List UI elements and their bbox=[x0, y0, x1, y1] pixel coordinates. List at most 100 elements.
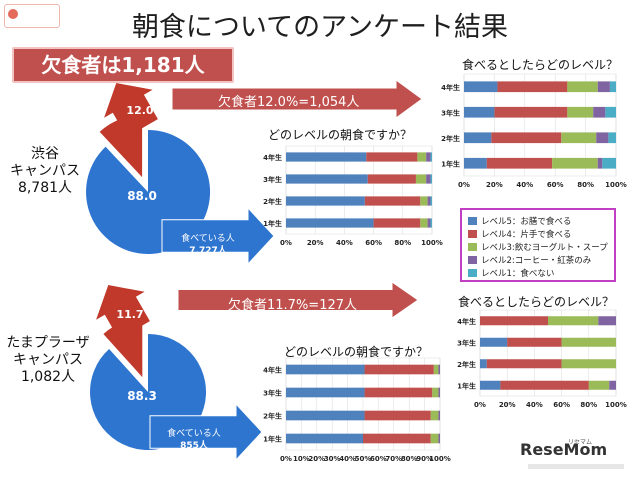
eat-count: 855人 bbox=[180, 441, 208, 451]
chart-shibuya-hypo-bar-l3 bbox=[567, 106, 594, 118]
chart-tama-actual-bar-l3 bbox=[430, 433, 439, 444]
legend-label: レベル5：お膳で食べる bbox=[481, 216, 572, 227]
slice-label-tama: 11.7 bbox=[116, 308, 143, 321]
pie-tama-slice-small bbox=[103, 319, 143, 378]
chart-shibuya-actual-bar-l4 bbox=[373, 218, 421, 228]
eat-arrow-text-tama: 食べている人 855人 bbox=[158, 428, 230, 452]
chart-shibuya-hypo-bar-l4 bbox=[486, 157, 553, 169]
chart-shibuya-hypo-bar-l4 bbox=[497, 81, 568, 93]
chart-shibuya-actual-xtick: 100% bbox=[421, 239, 443, 247]
chart-shibuya-hypo-xtick: 80% bbox=[577, 181, 594, 189]
chart-tama-actual-bar-l4 bbox=[364, 364, 434, 375]
eat-arrow-shibuya bbox=[161, 206, 275, 266]
legend-label: レベル3:飲むヨーグルト・スープ bbox=[481, 242, 608, 253]
chart-tama-hypo-bar-l2 bbox=[609, 380, 616, 390]
chart-tama-actual-xtick: 90% bbox=[416, 455, 433, 463]
chart-tama-actual-bar-l3 bbox=[432, 387, 439, 398]
legend-swatch bbox=[468, 255, 477, 264]
chart-shibuya-hypo-bar-l2 bbox=[596, 132, 609, 144]
chart-shibuya-actual-xtick: 40% bbox=[336, 239, 353, 247]
chart-tama-hypo-bar-l4 bbox=[500, 380, 589, 390]
chart-shibuya-actual-bar-l5 bbox=[286, 152, 367, 162]
legend-label: レベル2:コーヒー・紅茶のみ bbox=[481, 255, 592, 266]
chart-tama-hypo-bar-l4 bbox=[480, 316, 548, 326]
chart-tama-hypo-bar-l3 bbox=[548, 316, 599, 326]
chart-tama-actual-ytick: 4年生 bbox=[263, 366, 282, 375]
chart-title-shibuya-actual: どのレベルの朝食ですか？ bbox=[268, 128, 413, 142]
chart-tama-actual-bar-l4 bbox=[364, 387, 433, 398]
chart-shibuya-hypo-xtick: 40% bbox=[516, 181, 533, 189]
chart-tama-hypo-ytick: 4年生 bbox=[457, 317, 476, 326]
legend-label: レベル4：片手で食べる bbox=[481, 229, 572, 240]
chart-tama-actual-bar-l2 bbox=[438, 410, 440, 421]
chart-shibuya-hypo-ytick: 1年生 bbox=[441, 159, 460, 168]
chart-shibuya-actual-bar-l4 bbox=[366, 152, 418, 162]
legend: レベル5：お膳で食べる レベル4：片手で食べる レベル3:飲むヨーグルト・スープ… bbox=[460, 208, 616, 282]
campus-label-shibuya: 渋谷 キャンパス 8,781人 bbox=[2, 146, 88, 197]
chart-shibuya-hypo-xtick: 20% bbox=[486, 181, 503, 189]
chart-shibuya-actual-bar-l2 bbox=[426, 174, 431, 184]
chart-shibuya-hypo-bar-l3 bbox=[552, 157, 598, 169]
chart-tama-actual-bar-l5 bbox=[286, 433, 363, 444]
chart-tama-actual-xtick: 100% bbox=[429, 455, 451, 463]
chart-shibuya-hypo-bar-l2 bbox=[593, 106, 606, 118]
chart-tama-hypo-ytick: 1年生 bbox=[457, 381, 476, 390]
chart-shibuya-hypo-bar-l3 bbox=[561, 132, 597, 144]
chart-tama-actual-xtick: 10% bbox=[293, 455, 310, 463]
chart-shibuya-hypo-bar-l1 bbox=[609, 81, 616, 93]
chart-shibuya-actual-bar-l2 bbox=[427, 196, 431, 206]
eat-arrow-text-shibuya: 食べている人 7,727人 bbox=[172, 233, 244, 257]
legend-swatch bbox=[468, 242, 477, 251]
chart-tama-hypo-bar-l3 bbox=[561, 359, 616, 369]
chart-shibuya-actual-ytick: 2年生 bbox=[263, 197, 282, 206]
campus-name-line1: たまプラーザ bbox=[6, 335, 90, 351]
chart-tama-hypo-bar-l4 bbox=[486, 359, 562, 369]
chart-shibuya-hypo-bar-l5 bbox=[464, 81, 498, 93]
campus-name-line1: 渋谷 bbox=[31, 146, 59, 162]
chart-tama-actual-bar-l3 bbox=[430, 410, 439, 421]
chart-tama-actual-xtick: 0% bbox=[280, 455, 292, 463]
chart-shibuya-actual-bar-l1 bbox=[430, 196, 432, 206]
legend-item-l2: レベル2:コーヒー・紅茶のみ bbox=[468, 253, 608, 266]
chart-tama-actual-bar-l3 bbox=[433, 364, 439, 375]
chart-tama-actual-ytick: 1年生 bbox=[263, 435, 282, 444]
chart-shibuya-hypo-bar-l1 bbox=[605, 106, 616, 118]
legend-swatch bbox=[468, 268, 477, 277]
chart-tama-actual-bar-l4 bbox=[363, 433, 431, 444]
chart-shibuya-actual-ytick: 3年生 bbox=[263, 175, 282, 184]
chart-tama-hypo-bar-l2 bbox=[598, 316, 616, 326]
chart-tama-actual-xtick: 70% bbox=[385, 455, 402, 463]
chart-tama-hypo-xtick: 60% bbox=[553, 401, 570, 409]
chart-tama-actual-xtick: 20% bbox=[308, 455, 325, 463]
chart-shibuya-hypo-bar-l2 bbox=[597, 157, 603, 169]
campus-count: 1,082人 bbox=[20, 369, 76, 385]
source-line bbox=[528, 464, 624, 469]
chart-tama-actual-bar-l2 bbox=[438, 433, 440, 444]
skip-arrow-shibuya bbox=[171, 79, 423, 119]
chart-shibuya-actual-bar-l5 bbox=[286, 218, 374, 228]
chart-shibuya-actual-ytick: 4年生 bbox=[263, 153, 282, 162]
chart-shibuya-hypo-bar-l3 bbox=[567, 81, 598, 93]
chart-tama-hypo-bar-l3 bbox=[588, 380, 610, 390]
logo-icon bbox=[8, 9, 18, 19]
chart-tama-actual-bar-l5 bbox=[286, 387, 365, 398]
chart-shibuya-hypo-bar-l1 bbox=[608, 132, 616, 144]
chart-tama-actual-ytick: 3年生 bbox=[263, 389, 282, 398]
chart-tama-hypo-bar-l3 bbox=[561, 337, 616, 347]
headline-badge: 欠食者は1,181人 bbox=[12, 47, 234, 83]
legend-swatch bbox=[468, 229, 477, 238]
chart-tama-hypo-ytick: 2年生 bbox=[457, 360, 476, 369]
brand-logo: ReseMom bbox=[520, 440, 608, 459]
chart-tama-actual-bar-l5 bbox=[286, 364, 365, 375]
campus-label-tama: たまプラーザ キャンパス 1,082人 bbox=[2, 335, 94, 386]
chart-shibuya-actual-xtick: 0% bbox=[280, 239, 292, 247]
chart-tama-hypo-bar-l4 bbox=[507, 337, 562, 347]
slice-label-shibuya: 12.0 bbox=[126, 104, 153, 117]
chart-shibuya-hypo-ytick: 2年生 bbox=[441, 134, 460, 143]
chart-shibuya-hypo-bar-l5 bbox=[464, 106, 495, 118]
chart-shibuya-actual-xtick: 60% bbox=[365, 239, 382, 247]
chart-tama-hypo-bar-l5 bbox=[480, 359, 487, 369]
chart-shibuya-actual-bar-l2 bbox=[426, 152, 431, 162]
skip-arrow-text-shibuya: 欠食者12.0%=1,054人 bbox=[218, 95, 360, 110]
